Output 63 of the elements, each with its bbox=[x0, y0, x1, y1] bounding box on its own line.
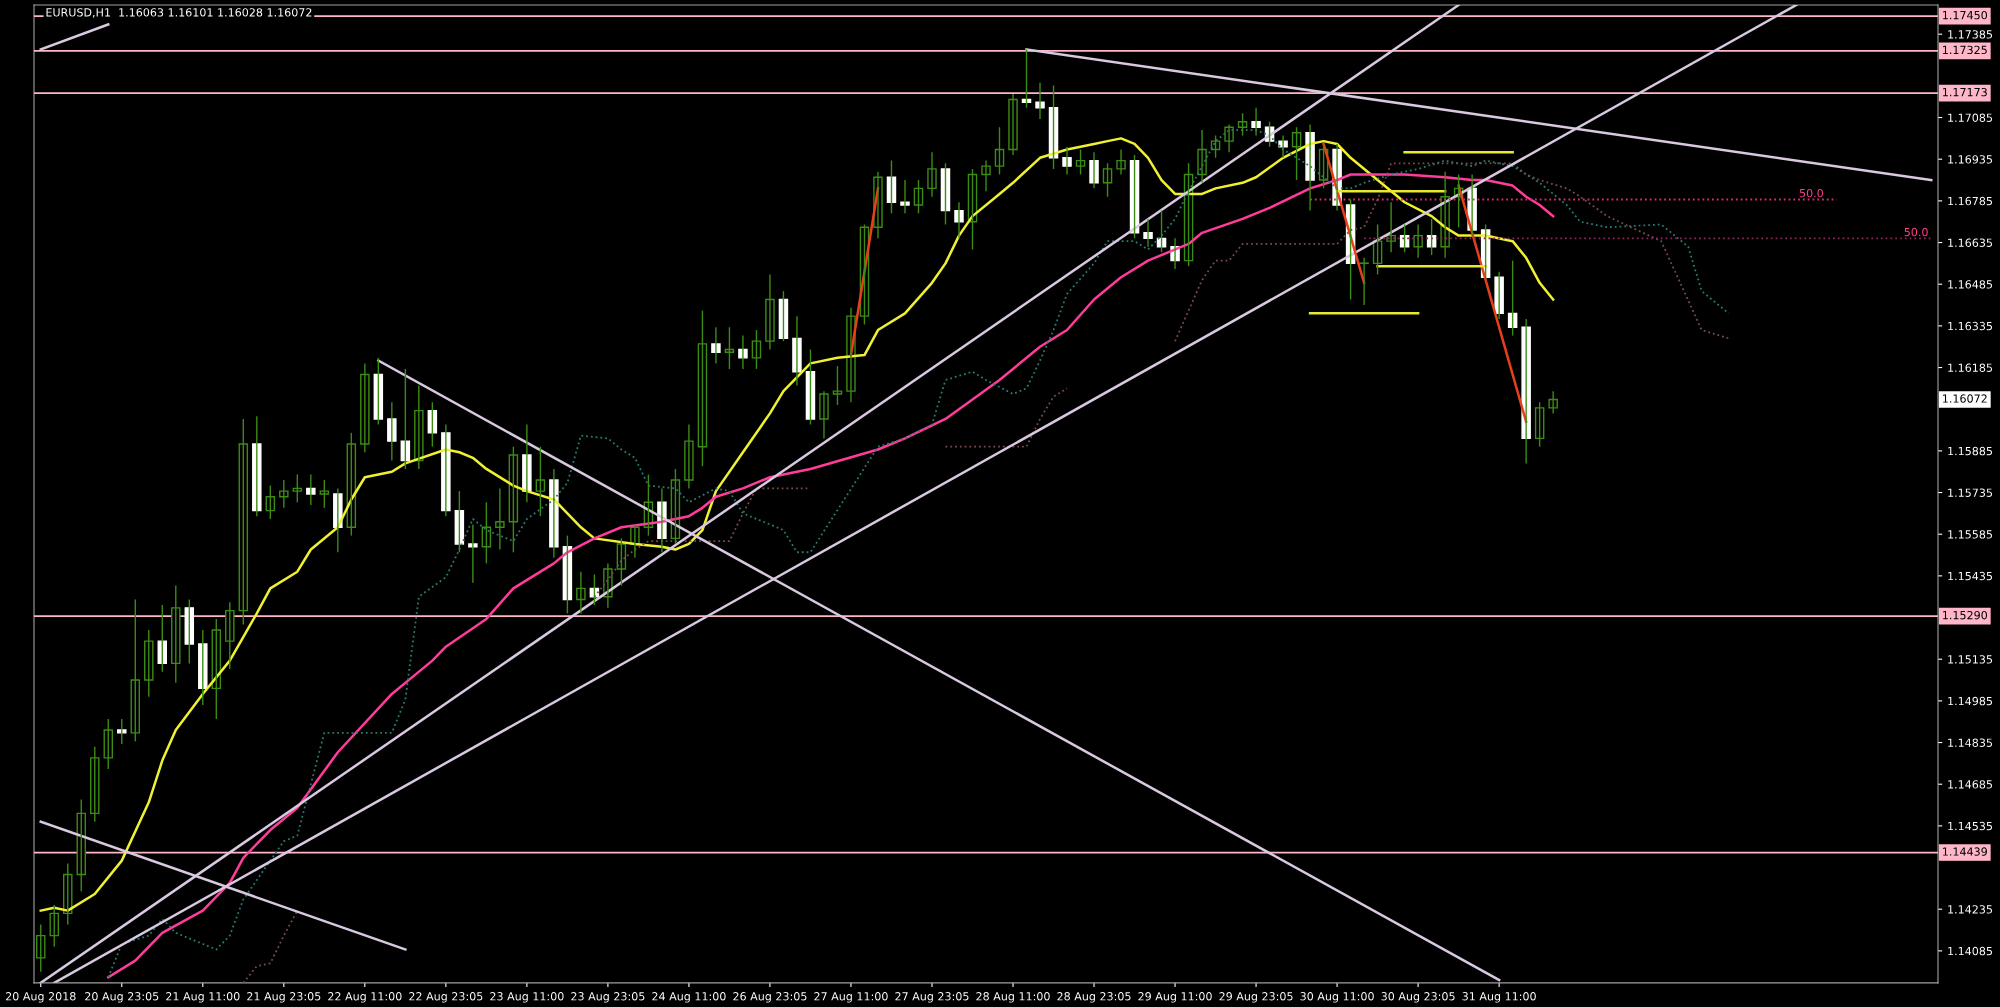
y-tick-label: 1.16335 bbox=[1948, 321, 1992, 331]
x-tick-label: 31 Aug 11:00 bbox=[1462, 992, 1536, 1003]
y-tick-label: 1.15585 bbox=[1948, 530, 1992, 539]
candlestick bbox=[319, 479, 330, 509]
x-tick-label: 30 Aug 23:05 bbox=[1381, 992, 1455, 1003]
line-series bbox=[107, 173, 1555, 979]
x-tick-label: 21 Aug 23:05 bbox=[247, 992, 321, 1003]
x-tick-label: 27 Aug 11:00 bbox=[814, 992, 888, 1003]
candlestick bbox=[1102, 162, 1113, 198]
y-tick-label: 1.14685 bbox=[1948, 780, 1992, 789]
y-tick-label: 1.16635 bbox=[1948, 238, 1992, 247]
ref-line-label: 1.17325 bbox=[1943, 45, 1987, 55]
line-series bbox=[242, 909, 299, 983]
x-tick-label: 23 Aug 11:00 bbox=[490, 992, 564, 1003]
line-series bbox=[1174, 162, 1730, 343]
y-tick-label: 1.14835 bbox=[1948, 738, 1992, 747]
candlestick bbox=[751, 329, 762, 370]
y-tick-label: 1.14235 bbox=[1948, 905, 1992, 914]
x-tick-label: 30 Aug 11:00 bbox=[1300, 992, 1374, 1003]
candlestick bbox=[90, 746, 100, 823]
x-tick-label: 26 Aug 23:05 bbox=[733, 992, 807, 1003]
y-tick-label: 1.15885 bbox=[1948, 446, 1992, 456]
x-tick-label: 28 Aug 11:00 bbox=[976, 992, 1050, 1003]
x-tick-label: 28 Aug 23:05 bbox=[1057, 992, 1131, 1003]
text: 1.16072 bbox=[1943, 394, 1987, 403]
x-tick-label: 29 Aug 23:05 bbox=[1219, 992, 1293, 1003]
candlestick bbox=[144, 629, 154, 698]
x-tick-label: 27 Aug 23:05 bbox=[895, 992, 969, 1003]
chart-title: EURUSD,H1 1.16063 1.16101 1.16028 1.16072 bbox=[46, 8, 312, 18]
y-tick-label: 1.14085 bbox=[1948, 946, 1992, 956]
candlestick bbox=[832, 365, 843, 406]
annotation: 50.0 bbox=[1904, 227, 1928, 237]
y-tick-label: 1.14535 bbox=[1948, 821, 1992, 831]
annotation: 50.0 bbox=[1799, 188, 1824, 198]
y-tick-label: 1.16785 bbox=[1948, 196, 1992, 206]
x-tick-label: 21 Aug 11:00 bbox=[166, 992, 240, 1003]
x-tick-label: 24 Aug 11:00 bbox=[652, 992, 726, 1003]
y-tick-label: 1.15135 bbox=[1948, 655, 1992, 664]
y-tick-label: 1.16485 bbox=[1948, 280, 1992, 289]
ref-line-label: 1.17173 bbox=[1943, 87, 1987, 97]
y-tick-label: 1.16935 bbox=[1948, 155, 1992, 164]
line-series bbox=[944, 387, 1068, 448]
y-tick-label: 1.15735 bbox=[1948, 488, 1992, 497]
ref-line-label: 1.17450 bbox=[1943, 10, 1988, 20]
y-tick-label: 1.17085 bbox=[1948, 113, 1992, 122]
y-tick-label: 1.15435 bbox=[1948, 571, 1992, 581]
x-tick-label: 22 Aug 11:00 bbox=[328, 992, 402, 1003]
y-tick-label: 1.14985 bbox=[1948, 696, 1992, 706]
x-tick-label: 20 Aug 2018 bbox=[5, 992, 76, 1003]
x-tick-label: 23 Aug 23:05 bbox=[571, 992, 645, 1003]
candlestick bbox=[225, 601, 235, 670]
y-tick-label: 1.17385 bbox=[1948, 30, 1992, 39]
ref-line-label: 1.15290 bbox=[1943, 610, 1988, 620]
x-tick-label: 29 Aug 11:00 bbox=[1138, 992, 1212, 1003]
x-tick-label: 20 Aug 23:05 bbox=[85, 992, 159, 1003]
candlestick bbox=[198, 629, 208, 706]
x-tick-label: 22 Aug 23:05 bbox=[409, 992, 483, 1003]
candlestick bbox=[117, 718, 127, 745]
line-series bbox=[39, 137, 1555, 912]
y-tick-label: 1.16185 bbox=[1948, 363, 1992, 372]
ref-line-label: 1.14439 bbox=[1943, 847, 1987, 856]
candlestick bbox=[171, 584, 181, 684]
candlestick bbox=[1359, 257, 1369, 306]
